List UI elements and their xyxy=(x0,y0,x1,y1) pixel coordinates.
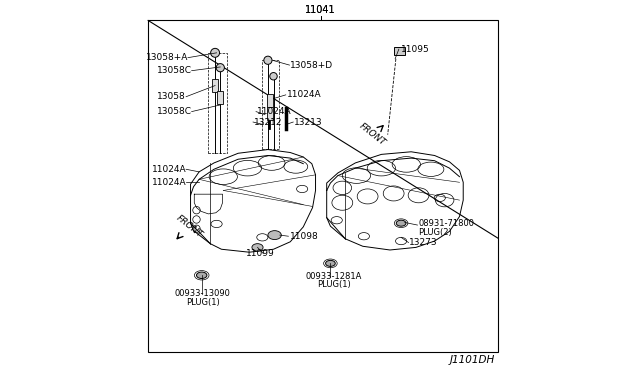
Text: 11024A: 11024A xyxy=(152,178,186,187)
Circle shape xyxy=(216,64,225,72)
Text: FRONT: FRONT xyxy=(357,122,387,148)
Text: 13213: 13213 xyxy=(294,118,323,126)
Text: 11024A: 11024A xyxy=(257,107,291,116)
Text: 11098: 11098 xyxy=(289,232,318,241)
Text: 08931-71800: 08931-71800 xyxy=(419,219,475,228)
Bar xyxy=(212,79,218,92)
Text: 11099: 11099 xyxy=(246,249,275,258)
Ellipse shape xyxy=(326,260,335,266)
Text: 11041: 11041 xyxy=(305,6,336,15)
Bar xyxy=(148,20,498,352)
Text: 13058C: 13058C xyxy=(157,107,191,116)
Bar xyxy=(218,91,223,104)
Text: 13058+A: 13058+A xyxy=(145,53,188,62)
Ellipse shape xyxy=(196,272,207,279)
Ellipse shape xyxy=(268,231,282,240)
Text: 13058: 13058 xyxy=(157,92,186,101)
Text: 13273: 13273 xyxy=(410,238,438,247)
Text: FRONT: FRONT xyxy=(174,214,204,240)
Text: 11041: 11041 xyxy=(305,6,336,15)
Text: 00933-13090: 00933-13090 xyxy=(175,289,231,298)
Bar xyxy=(267,94,273,107)
Circle shape xyxy=(264,56,272,64)
Bar xyxy=(394,47,405,55)
Text: 11095: 11095 xyxy=(401,45,430,54)
Bar xyxy=(267,107,273,120)
Text: PLUG(1): PLUG(1) xyxy=(317,280,351,289)
Circle shape xyxy=(270,73,277,80)
Text: 11024A: 11024A xyxy=(287,90,321,99)
Text: PLUG(1): PLUG(1) xyxy=(186,298,220,307)
Text: J1101DH: J1101DH xyxy=(449,355,495,365)
Text: 11024A: 11024A xyxy=(152,165,186,174)
Text: 13212: 13212 xyxy=(254,118,282,126)
Circle shape xyxy=(211,48,220,57)
Text: 13058C: 13058C xyxy=(157,66,191,75)
Text: 13058+D: 13058+D xyxy=(291,61,333,70)
Text: 00933-1281A: 00933-1281A xyxy=(306,272,362,280)
Text: PLUG(2): PLUG(2) xyxy=(419,228,452,237)
Ellipse shape xyxy=(396,220,406,226)
Ellipse shape xyxy=(252,244,263,251)
